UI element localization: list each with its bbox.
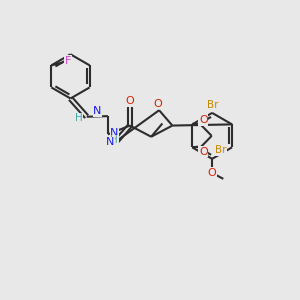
Text: Br: Br (215, 145, 226, 155)
Text: O: O (208, 168, 217, 178)
Text: O: O (199, 147, 208, 157)
Text: N: N (106, 137, 114, 147)
Text: H: H (75, 113, 82, 123)
Text: N: N (110, 128, 118, 138)
Text: H: H (110, 135, 118, 145)
Text: F: F (65, 56, 71, 66)
Text: O: O (126, 96, 134, 106)
Text: O: O (199, 115, 208, 125)
Text: N: N (93, 106, 101, 116)
Text: O: O (153, 99, 162, 109)
Text: Br: Br (207, 100, 219, 110)
